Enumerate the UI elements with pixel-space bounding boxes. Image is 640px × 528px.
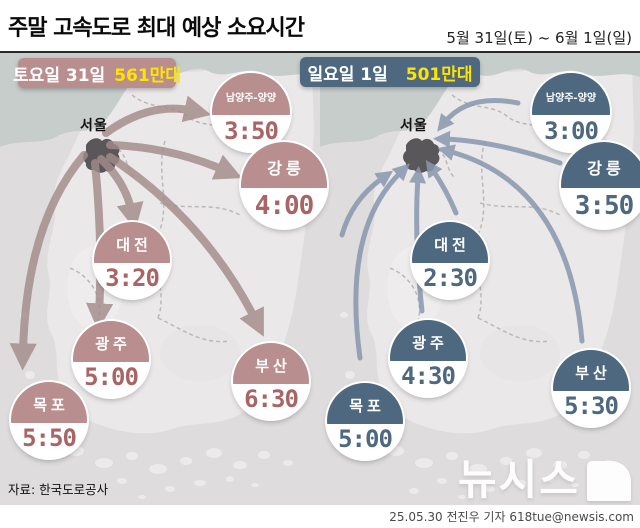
seoul-label-saturday: 서울 — [80, 118, 108, 134]
travel-time: 3:50 — [574, 190, 635, 221]
travel-time: 4:00 — [254, 190, 315, 221]
stop-gwangju-sat: 광주 5:00 — [73, 321, 149, 397]
saturday-badge: 토요일 31일 561만대 — [13, 58, 181, 88]
stop-namyangju-yangyang-sat: 남양주-양양 3:50 — [212, 73, 290, 151]
inbound-arrows — [339, 98, 585, 361]
travel-time: 5:00 — [84, 363, 139, 392]
travel-time: 5:30 — [564, 392, 619, 421]
outbound-arrows — [9, 95, 264, 371]
korea-map-graphic — [0, 53, 640, 500]
saturday-label: 토요일 31일 — [13, 65, 106, 86]
sunday-traffic-volume: 501만대 — [405, 64, 473, 85]
stop-mokpo-sun: 목포 5:00 — [327, 383, 403, 459]
travel-time: 4:30 — [401, 362, 456, 391]
header: 주말 고속도로 최대 예상 소요시간 5월 31일(토) ~ 6월 1일(일) — [0, 0, 640, 53]
stop-namyangju-yangyang-sun: 남양주-양양 3:00 — [532, 73, 610, 151]
map-region: 토요일 31일 561만대 일요일 1일 501만대 서울 서울 남양주-양양 … — [0, 53, 640, 505]
stop-mokpo-sat: 목포 5:50 — [11, 382, 87, 458]
travel-time: 5:00 — [338, 425, 393, 454]
stop-gangneung-sat: 강릉 4:00 — [241, 142, 327, 228]
page-title: 주말 고속도로 최대 예상 소요시간 — [8, 16, 305, 41]
footer: 25.05.30 전진우 기자 618tue@newsis.com — [0, 505, 640, 528]
travel-time: 5:50 — [22, 424, 77, 453]
stop-busan-sat: 부산 6:30 — [233, 343, 309, 419]
travel-time: 2:30 — [423, 264, 478, 293]
stop-gwangju-sun: 광주 4:30 — [390, 320, 466, 396]
stop-daejeon-sun: 대전 2:30 — [412, 222, 488, 298]
stop-gangneung-sun: 강릉 3:50 — [561, 142, 640, 228]
newsis-logo-text: 뉴시스 — [458, 455, 580, 504]
date-range: 5월 31일(토) ~ 6월 1일(일) — [446, 29, 632, 47]
sunday-badge: 일요일 1일 501만대 — [300, 57, 480, 87]
stop-daejeon-sat: 대전 3:20 — [94, 222, 170, 298]
travel-time: 3:20 — [105, 264, 160, 293]
sunday-label: 일요일 1일 — [307, 64, 388, 85]
data-source: 자료: 한국도로공사 — [8, 482, 109, 497]
travel-time: 3:00 — [544, 116, 599, 145]
newsis-watermark: 뉴시스 — [458, 459, 631, 501]
city-label: 광주 — [390, 320, 466, 362]
seoul-label-sunday: 서울 — [400, 118, 428, 134]
newsis-logo-mark — [586, 461, 631, 501]
reporter-credit: 25.05.30 전진우 기자 618tue@newsis.com — [389, 510, 634, 524]
travel-time: 3:50 — [224, 116, 279, 145]
travel-time: 6:30 — [244, 385, 299, 414]
saturday-traffic-volume: 561만대 — [114, 65, 181, 86]
stop-busan-sun: 부산 5:30 — [553, 350, 629, 426]
